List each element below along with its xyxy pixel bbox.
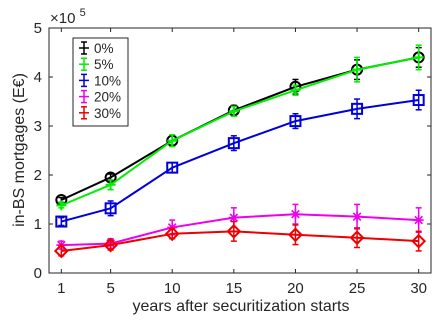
- data-point: [351, 102, 364, 115]
- data-point: [411, 233, 427, 249]
- series-layer: [53, 44, 427, 259]
- y-axis-exponent: ×10 5: [50, 7, 86, 27]
- series-4: [56, 203, 424, 251]
- data-point: [352, 211, 363, 222]
- legend-item: 30%: [79, 106, 121, 121]
- y-axis-title: in-BS mortgages (E€): [11, 73, 28, 227]
- y-axis-exponent-base: ×10: [50, 10, 75, 27]
- legend-item: 5%: [79, 57, 114, 72]
- data-point: [352, 64, 363, 75]
- data-point: [290, 85, 301, 96]
- data-point: [288, 227, 303, 243]
- data-point: [289, 115, 302, 128]
- legend: 0%5%10% 20%30%: [72, 37, 129, 127]
- x-axis-title: years after securitization starts: [133, 298, 350, 315]
- data-point: [166, 161, 179, 174]
- y-tick-label: 1: [34, 216, 42, 233]
- data-point: [105, 179, 116, 190]
- data-point: [412, 94, 425, 107]
- legend-label: 10%: [94, 73, 121, 88]
- y-tick-label: 3: [34, 118, 42, 135]
- data-point: [104, 202, 117, 215]
- legend-box: [72, 37, 129, 127]
- x-tick-label: 10: [164, 280, 181, 297]
- data-point: [349, 230, 365, 246]
- series-5: [53, 220, 427, 259]
- series-3: [55, 89, 425, 228]
- legend-label: 30%: [94, 106, 121, 121]
- y-tick-label: 4: [34, 69, 42, 86]
- data-point: [228, 212, 239, 223]
- series-line: [61, 213, 419, 247]
- data-point: [103, 237, 119, 253]
- y-tick-label: 0: [34, 265, 42, 282]
- y-tick-label: 2: [34, 167, 42, 184]
- y-tick-label: 5: [34, 20, 42, 37]
- data-point: [413, 215, 424, 226]
- x-tick-label: 15: [225, 280, 242, 297]
- data-point: [55, 215, 68, 228]
- legend-item: 20%: [79, 90, 121, 105]
- legend-label: 0%: [94, 41, 114, 56]
- data-point: [227, 137, 240, 150]
- legend-label: 20%: [94, 90, 121, 105]
- data-point: [413, 52, 424, 63]
- x-tick-label: 25: [349, 280, 366, 297]
- x-tick-label: 1: [57, 280, 65, 297]
- data-point: [56, 200, 67, 211]
- legend-item: 10%: [79, 73, 121, 88]
- x-tick-label: 5: [106, 280, 114, 297]
- x-tick-label: 30: [410, 280, 427, 297]
- data-point: [226, 223, 242, 239]
- data-point: [164, 226, 180, 242]
- y-axis-exponent-power: 5: [80, 7, 86, 19]
- legend-label: 5%: [94, 57, 114, 72]
- legend-item: 0%: [79, 41, 114, 56]
- data-point: [53, 243, 69, 259]
- data-point: [167, 135, 178, 146]
- data-point: [290, 209, 301, 220]
- series-2: [56, 44, 424, 211]
- data-point: [228, 106, 239, 117]
- plot-frame: [48, 27, 432, 274]
- x-tick-label: 20: [287, 280, 304, 297]
